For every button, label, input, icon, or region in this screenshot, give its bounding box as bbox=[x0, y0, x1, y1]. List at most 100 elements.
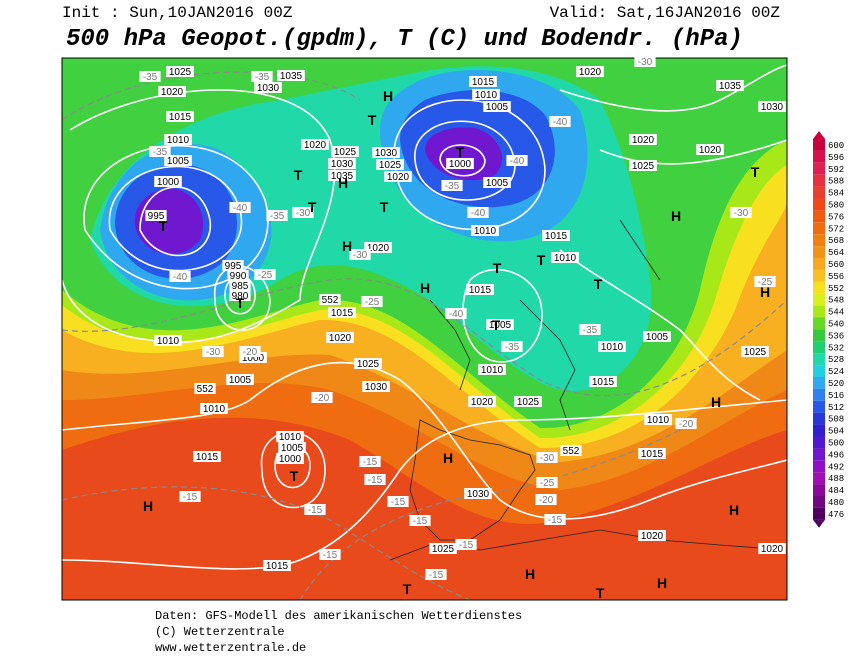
temperature-label: -15 bbox=[413, 516, 428, 527]
pressure-label-box bbox=[200, 403, 228, 414]
pressure-system: H bbox=[525, 566, 535, 582]
pressure-label: 1015 bbox=[266, 561, 289, 572]
temperature-label-box bbox=[467, 207, 489, 218]
pressure-label-box bbox=[372, 147, 400, 158]
temperature-label: -35 bbox=[445, 181, 460, 192]
colorbar-swatch bbox=[813, 305, 825, 318]
pressure-label: 1005 bbox=[486, 178, 509, 189]
pressure-label-box bbox=[276, 431, 304, 442]
temperature-label: -40 bbox=[553, 117, 568, 128]
pressure-label: 1030 bbox=[331, 159, 354, 170]
temperature-label: -15 bbox=[548, 515, 563, 526]
pressure-label-box bbox=[154, 176, 182, 187]
pressure-label-box bbox=[384, 171, 412, 182]
pressure-label-box bbox=[164, 155, 192, 166]
temperature-label-box bbox=[361, 296, 383, 307]
pressure-label-box bbox=[716, 80, 744, 91]
colorbar-swatch bbox=[813, 186, 825, 199]
temperature-label: -35 bbox=[153, 147, 168, 158]
pressure-label-box bbox=[229, 290, 251, 301]
pressure-label: 995 bbox=[225, 261, 242, 272]
pressure-label-box bbox=[331, 146, 359, 157]
colorbar-swatch bbox=[813, 412, 825, 425]
pressure-label-box bbox=[696, 144, 724, 155]
colorbar-swatch bbox=[813, 436, 825, 449]
temperature-label-box bbox=[349, 249, 371, 260]
pressure-label-box bbox=[478, 364, 506, 375]
pressure-label-box bbox=[542, 230, 570, 241]
colorbar-swatch bbox=[813, 234, 825, 247]
pressure-label-box bbox=[193, 451, 221, 462]
pressure-label-box bbox=[643, 331, 671, 342]
geopotential-label-box bbox=[319, 294, 341, 305]
pressure-label: 1005 bbox=[281, 443, 304, 454]
temperature-label: -20 bbox=[539, 495, 554, 506]
pressure-system: H bbox=[443, 450, 453, 466]
pressure-label: 1020 bbox=[579, 67, 602, 78]
pressure-label-box bbox=[589, 376, 617, 387]
temperature-label: -30 bbox=[638, 57, 653, 68]
colorbar-swatch bbox=[813, 174, 825, 187]
pressure-label-box bbox=[638, 448, 666, 459]
pressure-label: 1020 bbox=[632, 135, 655, 146]
pressure-label: 1020 bbox=[387, 172, 410, 183]
pressure-label-box bbox=[466, 284, 494, 295]
temperature-label: -15 bbox=[368, 475, 383, 486]
pressure-label: 1025 bbox=[169, 67, 192, 78]
pressure-label: 1000 bbox=[449, 159, 472, 170]
pressure-label-box bbox=[758, 543, 786, 554]
pressure-label-box bbox=[446, 158, 474, 169]
temperature-label: -15 bbox=[391, 497, 406, 508]
pressure-label-box bbox=[354, 358, 382, 369]
colorbar-swatch bbox=[813, 222, 825, 235]
temperature-label: -30 bbox=[540, 453, 555, 464]
init-time: Init : Sun,10JAN2016 00Z bbox=[62, 4, 293, 22]
colorbar-label: 592 bbox=[828, 165, 844, 175]
pressure-label-box bbox=[227, 270, 249, 281]
temperature-label-box bbox=[455, 539, 477, 550]
temperature-label-box bbox=[139, 71, 161, 82]
pressure-label-box bbox=[629, 134, 657, 145]
pressure-system: H bbox=[342, 238, 352, 254]
temperature-label: -15 bbox=[459, 540, 474, 551]
pressure-system: T bbox=[537, 252, 546, 268]
temperature-label: -20 bbox=[315, 393, 330, 404]
colorbar-swatch bbox=[813, 400, 825, 413]
pressure-label: 1015 bbox=[641, 449, 664, 460]
colorbar-label: 576 bbox=[828, 212, 844, 222]
temperature-label: -35 bbox=[143, 72, 158, 83]
colorbar-label: 548 bbox=[828, 296, 844, 306]
pressure-label: 1025 bbox=[334, 147, 357, 158]
pressure-system: H bbox=[420, 280, 430, 296]
pressure-label-box bbox=[464, 488, 492, 499]
geopotential-label: 552 bbox=[322, 295, 339, 306]
pressure-label: 995 bbox=[148, 211, 165, 222]
pressure-label-box bbox=[328, 170, 356, 181]
pressure-label-box bbox=[483, 177, 511, 188]
pressure-label-box bbox=[154, 335, 182, 346]
pressure-label: 1020 bbox=[641, 531, 664, 542]
temperature-label-box bbox=[239, 346, 261, 357]
pressure-label: 1000 bbox=[157, 177, 180, 188]
pressure-label: 1010 bbox=[203, 404, 226, 415]
temperature-label: -20 bbox=[243, 347, 258, 358]
colorbar-swatch bbox=[813, 460, 825, 473]
temperature-label-box bbox=[359, 456, 381, 467]
colorbar-label: 544 bbox=[828, 308, 844, 318]
colorbar-label: 596 bbox=[828, 153, 844, 163]
temperature-label: -20 bbox=[679, 419, 694, 430]
temperature-label-box bbox=[549, 116, 571, 127]
pressure-label: 1035 bbox=[280, 71, 303, 82]
geopotential-label-box bbox=[560, 445, 582, 456]
pressure-label: 1005 bbox=[486, 102, 509, 113]
pressure-system: T bbox=[493, 260, 502, 276]
temperature-label: -25 bbox=[540, 478, 555, 489]
pressure-label-box bbox=[226, 374, 254, 385]
pressure-label-box bbox=[229, 280, 251, 291]
temperature-label-box bbox=[387, 496, 409, 507]
colorbar-label: 484 bbox=[828, 486, 844, 496]
pressure-label: 1035 bbox=[719, 81, 742, 92]
pressure-label: 1030 bbox=[467, 489, 490, 500]
temperature-label: -40 bbox=[510, 156, 525, 167]
pressure-label: 1015 bbox=[592, 377, 615, 388]
